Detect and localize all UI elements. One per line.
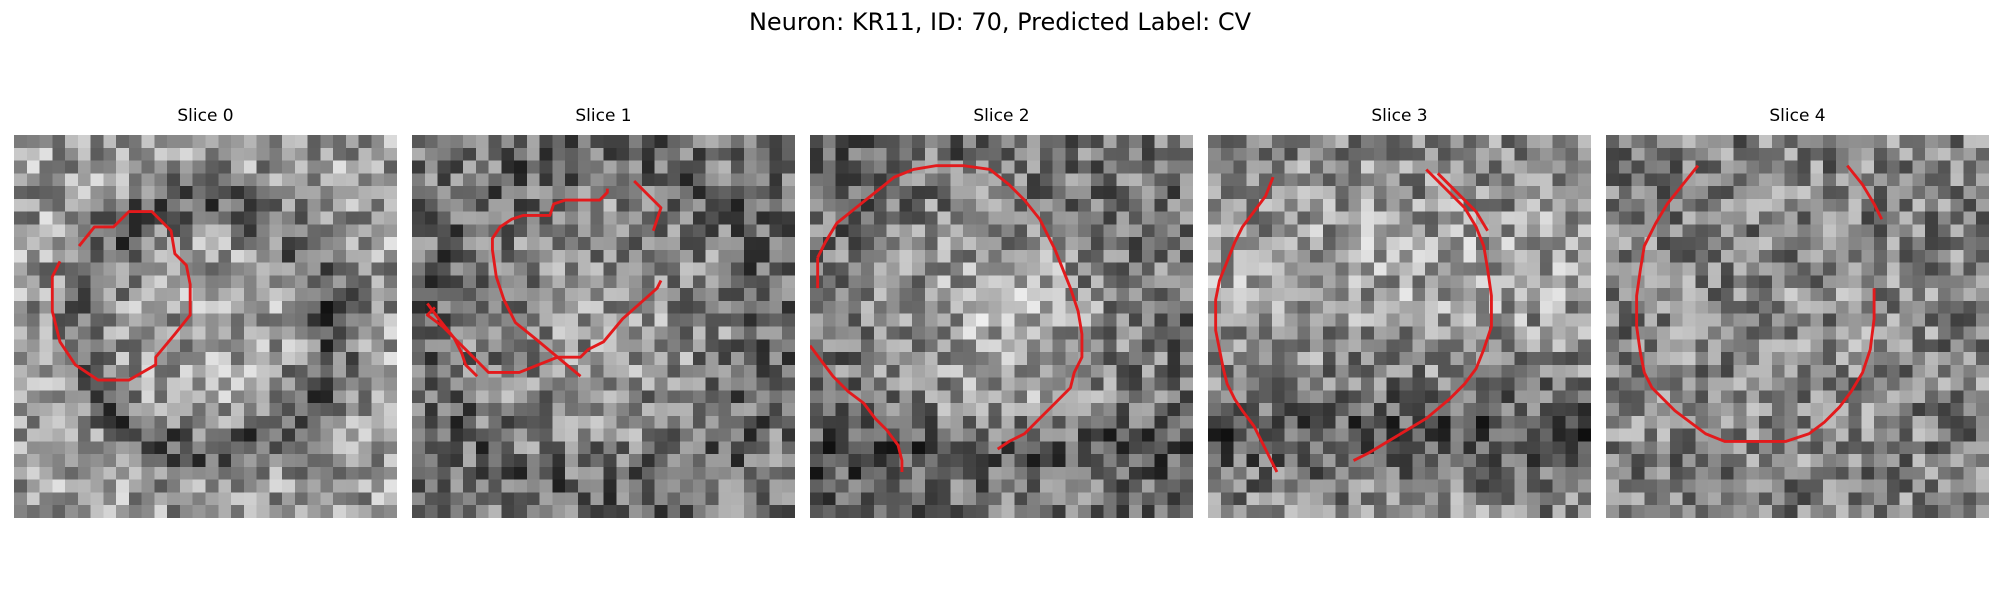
panel-title: Slice 4 xyxy=(1769,106,1826,126)
figure-title: Neuron: KR11, ID: 70, Predicted Label: C… xyxy=(748,8,1252,36)
contour-line-0 xyxy=(810,344,904,473)
panel-slice-0: Slice 0 xyxy=(14,106,397,518)
panel-slice-1: Slice 1 xyxy=(412,106,795,518)
panel-slice-2: Slice 2 xyxy=(810,106,1193,518)
contour-line-0 xyxy=(1635,164,1876,443)
panel-title: Slice 2 xyxy=(973,106,1030,126)
slice-image xyxy=(1208,135,1591,518)
slice-image xyxy=(412,135,795,518)
pixel-grid xyxy=(1606,135,1989,518)
contour-line-0 xyxy=(490,188,609,378)
pixel-grid xyxy=(1208,135,1591,518)
contour-line-1 xyxy=(816,164,1084,451)
contour-line-1 xyxy=(633,179,663,232)
slice-image xyxy=(810,135,1193,518)
pixel-grid xyxy=(14,135,397,518)
pixel-grid xyxy=(412,135,795,518)
contour-line-0 xyxy=(50,210,192,382)
contour-line-0 xyxy=(1214,176,1279,473)
panel-title: Slice 0 xyxy=(177,106,234,126)
panel-title: Slice 3 xyxy=(1371,106,1428,126)
panel-slice-4: Slice 4 xyxy=(1606,106,1989,518)
contour-line-1 xyxy=(1846,164,1884,220)
panel-title: Slice 1 xyxy=(575,106,632,126)
slice-image xyxy=(1606,135,1989,518)
slice-image xyxy=(14,135,397,518)
contour-line-3 xyxy=(425,306,479,378)
contour-line-2 xyxy=(1436,172,1489,232)
contour-line-1 xyxy=(1352,168,1493,462)
panel-slice-3: Slice 3 xyxy=(1208,106,1591,518)
pixel-grid xyxy=(810,135,1193,518)
